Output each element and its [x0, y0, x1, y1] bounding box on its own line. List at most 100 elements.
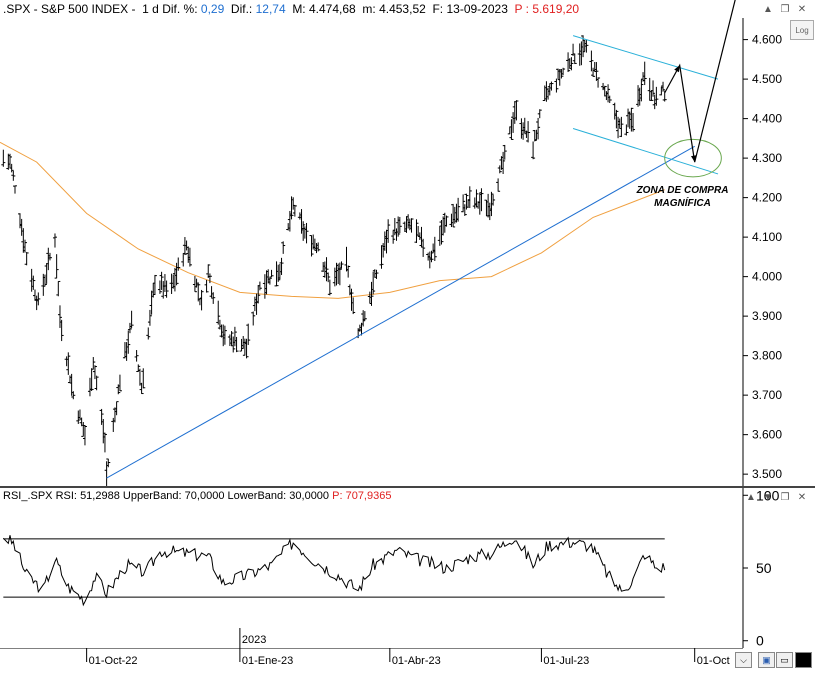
projection-path [664, 0, 736, 163]
rsi-pane-controls: ▲ ▼ ❐ ✕ [744, 491, 809, 504]
ohlc-bar [362, 311, 367, 321]
ohlc-bar [409, 218, 414, 233]
ohlc-bar [584, 39, 589, 53]
ohlc-bar [491, 194, 496, 206]
price-y-tick-label: 3.500 [752, 467, 782, 481]
ohlc-bar [374, 269, 379, 279]
ohlc-bar [461, 194, 466, 213]
ohlc-bar [351, 297, 356, 315]
collapse-up-icon[interactable]: ▲ [746, 491, 756, 503]
ohlc-bar [134, 350, 139, 362]
annotation-line-2: MAGNÍFICA [654, 198, 711, 209]
dif-pct-label: Dif. %: [162, 2, 198, 16]
rsi-p-label: P: [332, 490, 343, 502]
ohlc-bar [91, 357, 96, 370]
ohlc-bar [126, 330, 131, 354]
dif-value: 12,74 [255, 2, 286, 16]
ohlc-bar [66, 352, 71, 375]
price-y-tick-label: 4.100 [752, 230, 782, 244]
ohlc-bar [509, 119, 514, 140]
ohlc-bar [231, 336, 236, 353]
ohlc-bar [467, 186, 472, 209]
ohlc-bar [456, 197, 461, 222]
ohlc-bar [159, 271, 164, 290]
x-axis-bar: 01-Oct-22 01-Ene-23 01-Abr-23 01-Jul-23 01-O… [0, 648, 815, 687]
ohlc-bar [281, 241, 286, 254]
x-tick-label: 01-Jul-23 [543, 655, 589, 667]
ohlc-bar [309, 235, 314, 257]
rsi-y-tick-label: 50 [756, 560, 772, 576]
ohlc-bar [234, 336, 239, 353]
rsi-chart[interactable]: 100 50 0 2023 [0, 488, 815, 648]
rsi-value: 51,2988 [80, 490, 120, 502]
price-y-tick-label: 3.600 [752, 428, 782, 442]
ohlc-bar [479, 188, 484, 212]
ohlc-bar [514, 100, 519, 121]
ohlc-bar [22, 239, 27, 253]
ohlc-bar [11, 170, 16, 181]
ohlc-bar [629, 107, 634, 132]
buy-zone-ellipse [664, 138, 722, 178]
price-label: P : [514, 2, 530, 16]
upperband-value: 70,0000 [184, 490, 225, 502]
ohlc-bar [496, 178, 501, 192]
rsi-line [2, 535, 666, 607]
x-axis: 01-Oct-22 01-Ene-23 01-Abr-23 01-Jul-23 01-O… [0, 648, 743, 667]
price-y-tick-label: 4.300 [752, 151, 782, 165]
price-pane[interactable]: 4.600 4.500 4.400 4.300 4.200 4.100 4.000 3.900… [0, 0, 815, 486]
rsi-pane[interactable]: 100 50 0 2023 RSI_.SPX RSI: 51,2988 UpperBa… [0, 488, 815, 648]
ohlc-bar [117, 374, 122, 392]
restore-icon[interactable]: ❐ [780, 3, 790, 15]
ohlc-bar [157, 280, 162, 294]
ohlc-bar [56, 280, 61, 297]
log-scale-button[interactable]: Log [790, 20, 814, 40]
ohlc-bar [619, 116, 624, 138]
ohlc-bar [327, 279, 332, 296]
ohlc-bar [554, 78, 559, 93]
close-icon[interactable]: ✕ [797, 3, 807, 15]
color-square-icon[interactable] [795, 652, 812, 668]
ohlc-bar [164, 280, 169, 298]
ohlc-bar [211, 292, 216, 304]
ohlc-bar [274, 261, 279, 287]
ohlc-bar [52, 233, 57, 248]
close-icon[interactable]: ✕ [797, 491, 807, 503]
ohlc-bar [661, 81, 666, 92]
price-chart[interactable]: 4.600 4.500 4.400 4.300 4.200 4.100 4.000 3.900… [0, 0, 815, 486]
price-header: .SPX - S&P 500 INDEX - 1 d Dif. %: 0,29 … [3, 2, 579, 16]
ohlc-bar [42, 274, 47, 286]
ohlc-bar [526, 121, 531, 143]
toggle-icon[interactable]: ▭ [776, 652, 793, 668]
ohlc-bar [337, 262, 342, 286]
rsi-header: RSI_.SPX RSI: 51,2988 UpperBand: 70,0000… [3, 490, 391, 502]
ohlc-bar [267, 277, 272, 285]
ohlc-bar [594, 62, 599, 81]
collapse-up-icon[interactable]: ▲ [763, 3, 773, 15]
ohlc-bar [304, 222, 309, 244]
save-icon[interactable]: ▣ [758, 652, 775, 668]
ohlc-bar [251, 311, 256, 326]
max-label: M: [292, 2, 306, 16]
ohlc-bar [257, 281, 262, 291]
ohlc-bar [349, 288, 354, 311]
ohlc-bar [572, 53, 577, 65]
date-value: 13-09-2023 [446, 2, 508, 16]
ohlc-bar [216, 300, 221, 325]
scroll-down-icon[interactable]: ⌵ [735, 652, 752, 668]
ohlc-bar [339, 261, 344, 269]
ohlc-bar [624, 124, 629, 136]
ohlc-bar [1, 149, 6, 167]
ohlc-bar [222, 325, 227, 345]
ohlc-bar [139, 382, 144, 395]
ohlc-bar [631, 112, 636, 132]
ohlc-bar [649, 90, 654, 101]
rsi-y-tick-label: 0 [756, 633, 764, 648]
ohlc-bar [502, 144, 507, 160]
restore-icon[interactable]: ❐ [780, 491, 790, 503]
collapse-down-icon[interactable]: ▼ [763, 491, 773, 503]
ohlc-bar [531, 141, 536, 160]
ohlc-bar [181, 252, 186, 267]
pane-divider[interactable] [0, 486, 815, 488]
ohlc-bar [439, 219, 444, 245]
ohlc-bar [59, 319, 64, 342]
